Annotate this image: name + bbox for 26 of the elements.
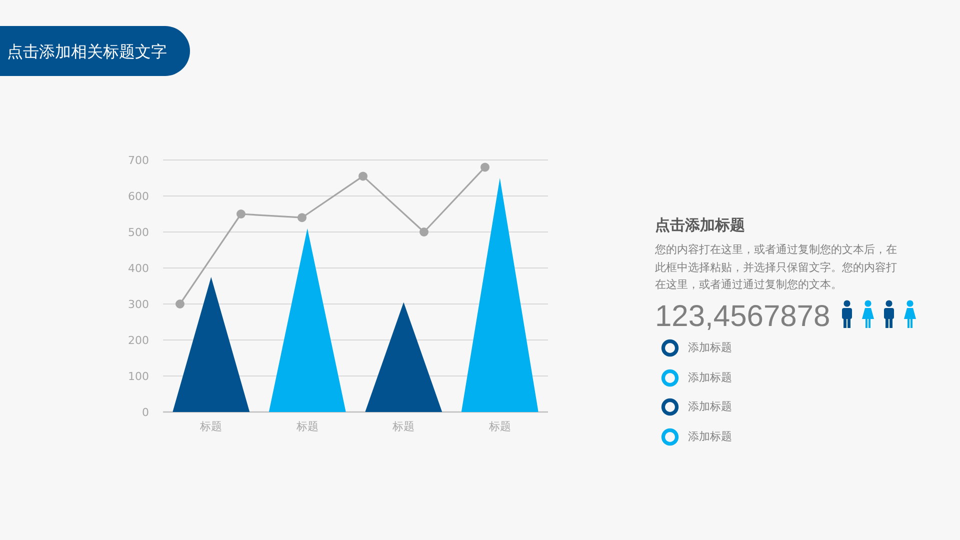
y-tick-label: 500 [128,226,149,239]
text: 添加标题 [688,370,732,386]
x-tick-label: 标题 [392,420,415,433]
point [176,300,184,308]
y-tick-label: 300 [128,298,149,311]
y-tick-label: 400 [128,262,149,275]
text: 添加标题 [688,340,732,356]
x-tick-label: 标题 [199,420,222,433]
point [298,213,306,222]
text: 点击添加标题 [655,216,745,235]
point [358,172,368,181]
y-tick-label: 0 [142,406,149,419]
text: 添加标题 [688,428,732,444]
y-tick-label: 700 [128,154,149,167]
text: 您的内容打在这里，或者通过复制您的文本后，在此框中选择粘贴，并选择只保留文字。您的内容打在这里，或者通过通过复制您的文本。 [655,242,898,293]
y-tick-label: 600 [128,190,149,203]
y-tick-label: 200 [128,334,149,347]
chart-title: 点击添加相关标题文字 [7,42,167,61]
x-tick-label: 标题 [488,420,511,433]
text: 123,4567878 [655,300,830,334]
text: 添加标题 [688,399,732,415]
point [236,210,246,218]
x-tick-label: 标题 [295,420,318,433]
y-tick-label: 100 [128,370,149,383]
point [420,228,428,236]
point [480,162,490,172]
